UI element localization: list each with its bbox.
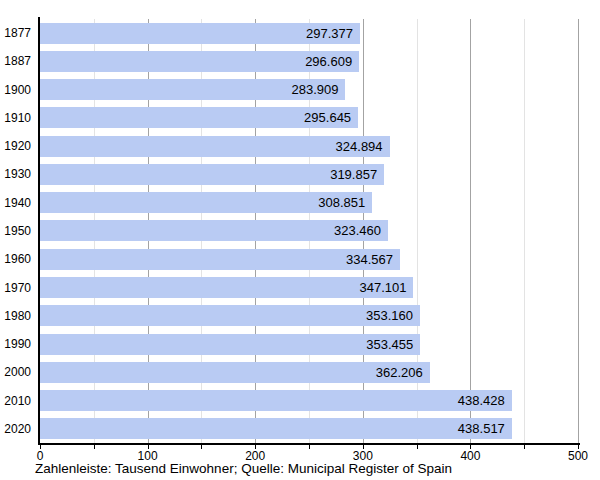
bar-row: 1910295.645 [40,104,578,132]
bar: 297.377 [40,23,360,44]
bar: 353.160 [40,305,420,326]
bar: 308.851 [40,192,372,213]
y-axis-category-label: 1950 [4,225,31,237]
bar-value-label: 438.428 [458,390,505,411]
bar-row: 2000362.206 [40,358,578,386]
x-axis-tick-mark [417,445,418,449]
bar-value-label: 283.909 [291,79,338,100]
x-axis-tick-label: 400 [460,450,480,462]
bar-row: 1887296.609 [40,47,578,75]
bar: 347.101 [40,277,413,298]
bar: 283.909 [40,79,345,100]
bar-value-label: 324.894 [336,136,383,157]
bar-row: 2010438.428 [40,386,578,414]
x-axis-tick-mark [201,445,202,449]
bar-value-label: 296.609 [305,51,352,72]
bar-row: 1990353.455 [40,330,578,358]
bar-value-label: 362.206 [376,362,423,383]
bar: 319.857 [40,164,384,185]
bar: 296.609 [40,51,359,72]
chart-caption: Zahlenleiste: Tausend Einwohner; Quelle:… [35,461,452,476]
y-axis-category-label: 1910 [4,112,31,124]
y-axis-category-label: 2010 [4,395,31,407]
y-axis-category-label: 1920 [4,140,31,152]
plot-area: 1877297.3771887296.6091900283.9091910295… [40,19,578,443]
bar-value-label: 438.517 [458,418,505,439]
bar: 362.206 [40,362,430,383]
bar-chart-figure: 1877297.3771887296.6091900283.9091910295… [0,0,600,480]
y-axis-category-label: 1930 [4,168,31,180]
bar-value-label: 347.101 [359,277,406,298]
y-axis-category-label: 1877 [4,27,31,39]
bar-value-label: 323.460 [334,220,381,241]
bar-row: 1930319.857 [40,160,578,188]
bar-row: 1900283.909 [40,76,578,104]
bar-row: 1950323.460 [40,217,578,245]
bar-row: 1940308.851 [40,189,578,217]
bar-value-label: 308.851 [318,192,365,213]
bar-value-label: 334.567 [346,249,393,270]
bar-row: 1920324.894 [40,132,578,160]
bar-value-label: 297.377 [306,23,353,44]
bar: 295.645 [40,107,358,128]
bar-value-label: 295.645 [304,107,351,128]
bar-row: 2020438.517 [40,415,578,443]
y-axis-category-label: 1887 [4,55,31,67]
bar: 438.428 [40,390,512,411]
y-axis-category-label: 1900 [4,84,31,96]
y-axis-category-label: 1940 [4,197,31,209]
bar: 438.517 [40,418,512,439]
bar-value-label: 353.455 [366,334,413,355]
y-axis-category-label: 1980 [4,310,31,322]
major-gridline [578,19,579,443]
bar-row: 1970347.101 [40,273,578,301]
bar: 353.455 [40,334,420,355]
bar-row: 1960334.567 [40,245,578,273]
y-axis-category-label: 1990 [4,338,31,350]
bar-value-label: 353.160 [366,305,413,326]
x-axis-tick-mark [524,445,525,449]
x-axis-tick-mark [309,445,310,449]
bar-value-label: 319.857 [330,164,377,185]
y-axis-category-label: 1970 [4,282,31,294]
x-axis-tick-mark [94,445,95,449]
y-axis-category-label: 2020 [4,423,31,435]
bar-rows: 1877297.3771887296.6091900283.9091910295… [40,19,578,443]
bar: 334.567 [40,249,400,270]
x-axis-tick-label: 500 [568,450,588,462]
bar-row: 1980353.160 [40,302,578,330]
bar: 324.894 [40,136,390,157]
y-axis-category-label: 2000 [4,366,31,378]
bar-row: 1877297.377 [40,19,578,47]
y-axis-category-label: 1960 [4,253,31,265]
bar: 323.460 [40,220,388,241]
